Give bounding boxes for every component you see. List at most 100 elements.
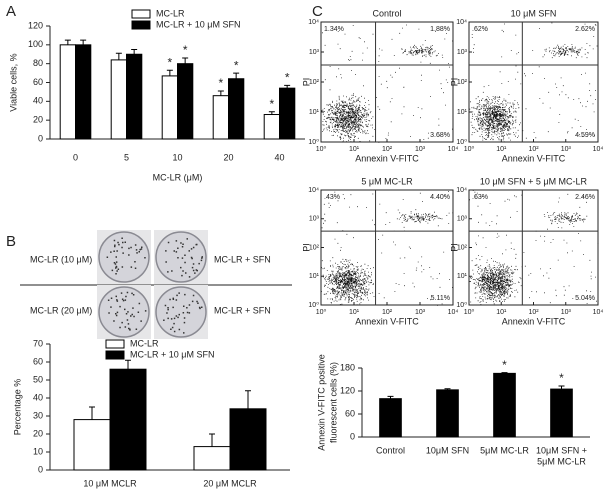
cell-events <box>469 190 599 305</box>
y-tick-label: 30 <box>33 410 43 420</box>
y-tick-label: 120 <box>340 385 355 395</box>
significance: * <box>183 43 188 57</box>
y-tick-label: 20 <box>33 115 43 125</box>
quadrant-label: 1.34% <box>324 26 344 33</box>
plot-title: 10 μM SFN + 5 μM MC-LR <box>480 176 588 186</box>
x-axis-label: Annexin V-FITC <box>355 153 419 163</box>
y-tick-label: 10¹ <box>309 273 320 280</box>
bar <box>550 388 573 438</box>
x-axis-label: Annexin V-FITC <box>355 316 419 326</box>
colony-label: MC-LR (10 μM) <box>30 254 92 264</box>
error-bar <box>387 395 394 399</box>
x-tick-label: 0 <box>73 152 78 162</box>
y-tick-label: 40 <box>33 392 43 402</box>
y-tick-label: 120 <box>28 20 43 30</box>
plot-frame <box>468 189 599 306</box>
x-tick-label: 10⁰ <box>464 145 475 153</box>
bar <box>193 446 231 471</box>
x-tick-label: 10 <box>172 152 182 162</box>
y-tick-label: 0 <box>350 431 355 441</box>
significance: * <box>285 70 290 84</box>
bar <box>379 398 402 438</box>
y-tick-label: 40 <box>33 96 43 106</box>
legend-swatch <box>131 9 151 19</box>
cell-events <box>321 24 453 143</box>
significance: * <box>219 76 224 90</box>
bar <box>73 419 111 471</box>
error-bar <box>209 433 215 447</box>
legend-label: MC-LR <box>156 8 185 18</box>
colonies <box>165 238 203 278</box>
significance: * <box>559 371 564 385</box>
quadrant-label: 5.11% <box>431 295 450 302</box>
y-axis-label: PI <box>301 78 311 87</box>
x-tick-label: 10² <box>382 309 393 316</box>
x-tick-label: 10⁰ <box>464 308 475 316</box>
y-tick-label: 10³ <box>457 216 468 223</box>
plot-title: Control <box>372 8 401 18</box>
quadrant-label: 2.46% <box>575 194 595 201</box>
x-axis-label: MC-LR (μM) <box>153 172 203 182</box>
quadrant-label: 2.62% <box>575 26 595 33</box>
x-tick-label: Control <box>376 445 405 455</box>
bar <box>110 59 127 140</box>
bar <box>177 63 194 140</box>
y-axis-label: fluorescent cells (%) <box>328 362 338 443</box>
y-tick-label: 10³ <box>309 216 320 223</box>
error-bar <box>80 39 87 45</box>
y-tick-label: 10² <box>457 244 468 251</box>
quadrant-label: .43% <box>324 194 340 201</box>
significance: * <box>270 97 275 111</box>
x-tick-label: 40 <box>274 152 284 162</box>
panel-letter: A <box>6 3 16 20</box>
y-tick-label: 10³ <box>457 49 468 56</box>
bar <box>212 95 229 140</box>
y-axis-label: Percentage % <box>12 379 22 436</box>
y-axis-label: Viable cells, % <box>8 53 18 111</box>
error-bar <box>182 57 189 64</box>
error-bar <box>125 359 131 370</box>
plot-frame <box>320 21 454 143</box>
y-tick-label: 50 <box>33 374 43 384</box>
x-tick-label: 10³ <box>561 309 572 316</box>
error-bar <box>284 84 291 89</box>
cell-events <box>469 22 598 143</box>
error-bar <box>558 385 565 390</box>
error-bar <box>245 390 251 409</box>
quadrant-label: .63% <box>472 194 488 201</box>
y-tick-label: 10³ <box>309 49 320 56</box>
bar <box>229 408 267 471</box>
error-bar <box>64 39 71 45</box>
error-bar <box>166 69 173 76</box>
error-bar <box>89 406 95 420</box>
quadrant-label: 4.40% <box>430 194 450 201</box>
quadrant-label: 3.68% <box>430 132 450 139</box>
x-tick-label: 10¹ <box>349 309 360 316</box>
error-bar <box>233 72 240 79</box>
x-tick-label: 10⁴ <box>448 146 459 153</box>
error-bar <box>501 372 508 374</box>
plate <box>155 231 207 283</box>
colony-label: MC-LR (20 μM) <box>30 305 92 315</box>
colony-label: MC-LR + SFN <box>214 305 271 315</box>
y-tick-label: 60 <box>345 408 355 418</box>
x-tick-label: 10¹ <box>349 146 360 153</box>
y-tick-label: 10⁴ <box>456 19 467 26</box>
plate <box>155 286 207 338</box>
quadrant-label: 5.04% <box>575 295 595 302</box>
y-tick-label: 70 <box>33 338 43 348</box>
y-tick-label: 180 <box>340 362 355 372</box>
y-tick-label: 10² <box>457 79 468 86</box>
bar <box>493 372 516 438</box>
y-tick-label: 10⁴ <box>456 187 467 194</box>
legend-swatch <box>105 350 125 360</box>
bar <box>109 368 147 471</box>
x-tick-label: 10μM SFN + <box>536 445 587 455</box>
bar <box>263 114 281 140</box>
y-tick-label: 10⁰ <box>456 301 467 309</box>
error-bar <box>268 111 275 115</box>
bar <box>279 87 296 140</box>
x-tick-label: 5μM MC-LR <box>537 456 586 466</box>
x-tick-label: 10¹ <box>496 309 507 316</box>
significance: * <box>502 358 507 372</box>
